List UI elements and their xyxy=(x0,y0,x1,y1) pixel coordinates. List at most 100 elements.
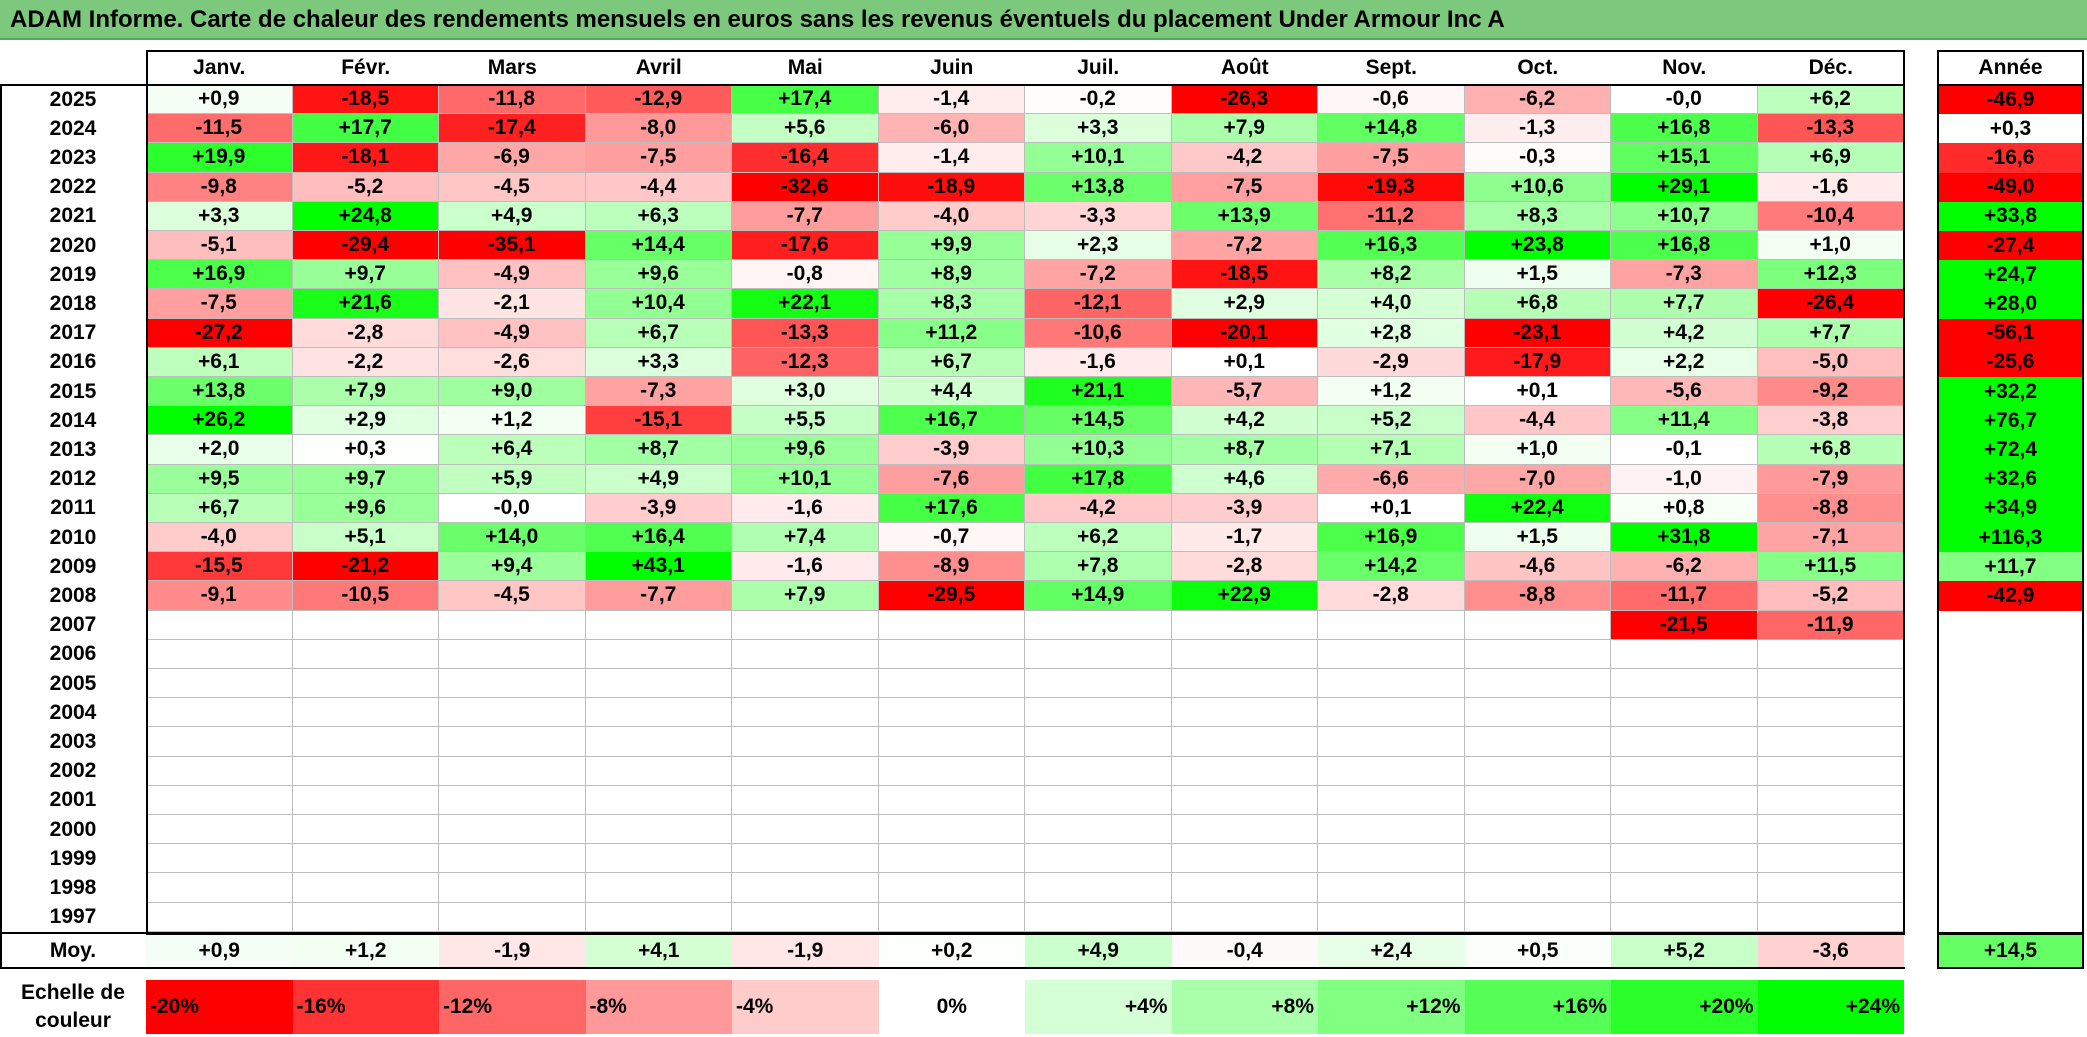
heatmap-cell xyxy=(732,902,879,932)
heatmap-cell: +14,8 xyxy=(1318,114,1465,144)
heatmap-cell xyxy=(1611,902,1758,932)
heatmap-cell: -1,4 xyxy=(878,143,1025,173)
heatmap-cell: -7,2 xyxy=(1171,231,1318,261)
heatmap-cell xyxy=(292,815,439,845)
heatmap-cell: +10,3 xyxy=(1025,435,1172,465)
heatmap-cell xyxy=(1171,815,1318,845)
heatmap-cell xyxy=(1025,815,1172,845)
color-scale-stop: 0% xyxy=(878,980,1025,1034)
heatmap-cell: -0,8 xyxy=(732,260,879,290)
average-cell: -0,4 xyxy=(1171,934,1318,967)
heatmap-cell xyxy=(1171,698,1318,728)
heatmap-cell: +0,3 xyxy=(292,435,439,465)
year-label: 2012 xyxy=(49,467,97,491)
heatmap-cell xyxy=(585,815,732,845)
heatmap-cell: -19,3 xyxy=(1318,172,1465,202)
heatmap-cell: -10,6 xyxy=(1025,318,1172,348)
heatmap-cell: -10,4 xyxy=(1757,201,1904,231)
heatmap-cell: -18,5 xyxy=(292,85,439,115)
heatmap-cell xyxy=(1025,669,1172,699)
heatmap-cell: -0,2 xyxy=(1025,85,1172,115)
heatmap-cell: -17,9 xyxy=(1464,347,1611,377)
heatmap-cell xyxy=(1611,785,1758,815)
heatmap-cell xyxy=(1171,844,1318,874)
heatmap-cell: +11,4 xyxy=(1611,406,1758,436)
year-label: 2022 xyxy=(49,175,97,199)
heatmap-cell xyxy=(1757,902,1904,932)
heatmap-cell: -2,8 xyxy=(292,318,439,348)
column-header: Sept. xyxy=(1318,50,1465,85)
year-label: 2015 xyxy=(49,379,97,403)
heatmap-cell: +29,1 xyxy=(1611,172,1758,202)
heatmap-cell xyxy=(1025,727,1172,757)
heatmap-cell xyxy=(146,785,293,815)
heatmap-cell xyxy=(1757,727,1904,757)
heatmap-cell: -26,4 xyxy=(1757,289,1904,319)
heatmap-cell xyxy=(732,639,879,669)
average-cell: +1,2 xyxy=(292,934,439,967)
heatmap-cell: +9,6 xyxy=(292,493,439,523)
heatmap-cell: +9,4 xyxy=(439,552,586,582)
heatmap-cell xyxy=(585,610,732,640)
average-annual-cell: +14,5 xyxy=(1938,934,2083,967)
heatmap-cell: +21,6 xyxy=(292,289,439,319)
annual-cell xyxy=(1938,669,2083,699)
heatmap-cell: -5,6 xyxy=(1611,377,1758,407)
heatmap-cell xyxy=(878,756,1025,786)
heatmap-cell xyxy=(1025,785,1172,815)
column-header: Juin xyxy=(878,50,1025,85)
annual-cell: +32,2 xyxy=(1938,377,2083,407)
heatmap-cell xyxy=(1171,610,1318,640)
heatmap-cell: -6,9 xyxy=(439,143,586,173)
heatmap-cell xyxy=(439,873,586,903)
heatmap-cell: +17,4 xyxy=(732,85,879,115)
heatmap-cell xyxy=(292,610,439,640)
heatmap-cell xyxy=(1025,873,1172,903)
average-cell: +5,2 xyxy=(1611,934,1758,967)
heatmap-cell xyxy=(732,873,879,903)
heatmap-cell: -0,0 xyxy=(439,493,586,523)
heatmap-cell xyxy=(439,815,586,845)
heatmap-cell: -15,5 xyxy=(146,552,293,582)
heatmap-cell xyxy=(1318,902,1465,932)
heatmap-cell xyxy=(1757,669,1904,699)
column-header: Janv. xyxy=(146,50,293,85)
heatmap-cell: +2,9 xyxy=(292,406,439,436)
heatmap-cell xyxy=(585,698,732,728)
heatmap-cell xyxy=(1318,815,1465,845)
annual-cell: -27,4 xyxy=(1938,231,2083,261)
heatmap-cell: +4,6 xyxy=(1171,464,1318,494)
heatmap-cell: +4,2 xyxy=(1171,406,1318,436)
heatmap-cell: +6,7 xyxy=(878,347,1025,377)
heatmap-cell: +19,9 xyxy=(146,143,293,173)
heatmap-cell xyxy=(439,727,586,757)
heatmap-cell: +3,3 xyxy=(585,347,732,377)
heatmap-cell xyxy=(585,669,732,699)
heatmap-cell: +8,7 xyxy=(1171,435,1318,465)
heatmap-cell: -11,7 xyxy=(1611,581,1758,611)
heatmap-cell: -0,0 xyxy=(1611,85,1758,115)
heatmap-cell xyxy=(1318,785,1465,815)
heatmap-cell xyxy=(1025,698,1172,728)
heatmap-cell: -7,3 xyxy=(1611,260,1758,290)
annual-average-right xyxy=(2082,932,2084,969)
heatmap-cell xyxy=(1171,902,1318,932)
heatmap-cell xyxy=(1611,698,1758,728)
heatmap-cell: -8,8 xyxy=(1757,493,1904,523)
heatmap-cell: -7,5 xyxy=(1171,172,1318,202)
header-separator-annual xyxy=(1937,84,2084,86)
heatmap-cell xyxy=(585,873,732,903)
annual-cell: +0,3 xyxy=(1938,114,2083,144)
heatmap-cell: -27,2 xyxy=(146,318,293,348)
heatmap-cell xyxy=(878,785,1025,815)
heatmap-cell xyxy=(439,610,586,640)
heatmap-cell xyxy=(1025,902,1172,932)
year-label: 1999 xyxy=(49,846,97,870)
heatmap-cell: -4,4 xyxy=(585,172,732,202)
heatmap-cell xyxy=(1464,873,1611,903)
heatmap-cell: +0,1 xyxy=(1318,493,1465,523)
heatmap-cell: -18,5 xyxy=(1171,260,1318,290)
color-scale-stop: +24% xyxy=(1757,980,1904,1034)
heatmap-cell: -4,9 xyxy=(439,318,586,348)
heatmap-cell: -7,9 xyxy=(1757,464,1904,494)
